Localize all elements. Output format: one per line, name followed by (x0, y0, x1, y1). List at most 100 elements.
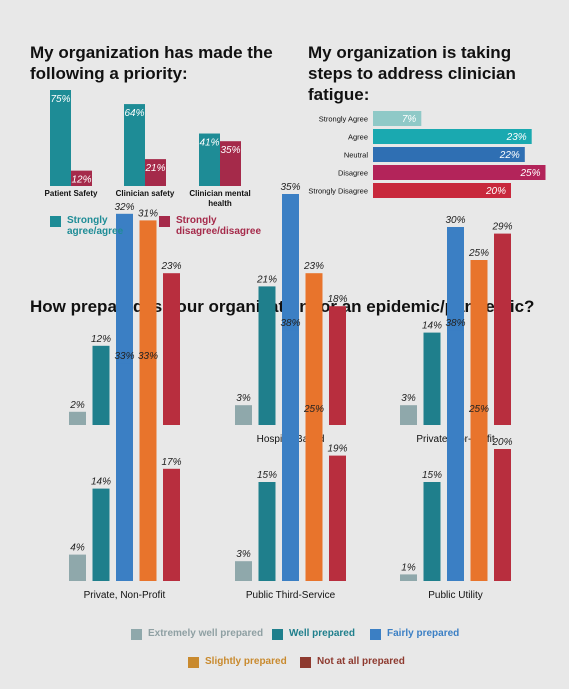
bar (69, 411, 86, 425)
priority-chart-title: My organization has made the following a… (30, 43, 273, 83)
bar (71, 170, 92, 186)
bar-value-label: 29% (491, 222, 512, 233)
legend-item-agree: Strongly agree/agree (50, 215, 140, 237)
bar-value-label: 4% (70, 543, 85, 554)
bar-value-label: 23% (506, 132, 527, 143)
category-label: Clinician mental (189, 189, 250, 198)
bar-value-label: 64% (124, 108, 144, 119)
bar (199, 133, 220, 186)
bar (373, 147, 525, 162)
bar-value-label: 15% (257, 470, 277, 481)
bar-value-label: 3% (401, 393, 416, 404)
bar-value-label: 25% (303, 404, 324, 415)
bar (373, 165, 546, 180)
category-label: Strongly Disagree (308, 187, 368, 196)
bar (220, 141, 241, 186)
bar-value-label: 31% (138, 208, 158, 219)
bar (92, 345, 110, 425)
bar (305, 416, 323, 581)
bar-value-label: 23% (303, 261, 324, 272)
bar (282, 330, 299, 581)
bar-value-label: 25% (468, 248, 489, 259)
bar-value-label: 17% (161, 457, 181, 468)
category-label: Clinician safety (116, 189, 175, 198)
bar (235, 561, 252, 581)
legend-item: Extremely well prepared (131, 628, 263, 640)
legend-item: Slightly prepared (188, 656, 287, 668)
bar (423, 332, 441, 425)
bar (423, 482, 441, 581)
legend-label: Not at all prepared (317, 656, 405, 667)
bar-value-label: 35% (220, 145, 240, 156)
group-label: Public Utility (428, 590, 482, 601)
bar (50, 90, 71, 186)
bar (470, 416, 488, 581)
bar-value-label: 33% (114, 351, 134, 362)
bar (373, 129, 532, 144)
legend-swatch (131, 629, 142, 640)
legend-label: Extremely well prepared (148, 628, 264, 639)
legend-label: Strongly agree/agree (67, 215, 124, 237)
category-label: health (208, 199, 232, 208)
bar (373, 183, 511, 198)
bar (494, 449, 511, 581)
bar-value-label: 32% (114, 202, 134, 213)
legend-swatch (272, 629, 283, 640)
group-label: Private, Non-Profit (84, 590, 166, 601)
bar (400, 405, 417, 425)
legend-swatch (50, 216, 61, 227)
legend-item-disagree: Strongly disagree/disagree (159, 215, 269, 237)
bar-value-label: 3% (236, 393, 251, 404)
bar-value-label: 20% (485, 186, 506, 197)
bar-value-label: 7% (402, 114, 417, 125)
bar-value-label: 22% (499, 150, 520, 161)
bar-value-label: 30% (445, 215, 465, 226)
bar-value-label: 15% (422, 470, 442, 481)
bar (145, 159, 166, 186)
bar-value-label: 21% (256, 274, 277, 285)
legend-label: Strongly disagree/disagree (176, 215, 262, 237)
fatigue-chart-title: My organization is taking steps to addre… (308, 43, 516, 104)
bar-value-label: 19% (327, 444, 347, 455)
category-label: Patient Safety (45, 189, 98, 198)
bar-value-label: 12% (91, 334, 111, 345)
legend-swatch (300, 657, 311, 668)
legend-swatch (159, 216, 170, 227)
legend-item: Fairly prepared (370, 628, 459, 640)
bar-value-label: 35% (280, 182, 300, 193)
bar (494, 233, 511, 425)
bar (116, 363, 133, 581)
bar (69, 554, 86, 581)
bar-value-label: 14% (91, 477, 111, 488)
bar (258, 286, 276, 425)
legend-swatch (188, 657, 199, 668)
bar-value-label: 75% (50, 94, 70, 105)
legend-label: Slightly prepared (205, 656, 287, 667)
bar-value-label: 12% (71, 175, 91, 186)
category-label: Neutral (344, 151, 369, 160)
group-label: Public Third-Service (246, 590, 336, 601)
bar-value-label: 25% (519, 168, 540, 179)
bar (235, 405, 252, 425)
category-label: Agree (348, 133, 368, 142)
bar (163, 273, 180, 425)
bar-value-label: 20% (491, 437, 512, 448)
bar (373, 111, 422, 126)
legend-label: Well prepared (289, 628, 355, 639)
bar-value-label: 14% (422, 321, 442, 332)
bar-value-label: 25% (468, 404, 489, 415)
category-label: Strongly Agree (319, 115, 368, 124)
bar-value-label: 41% (199, 138, 219, 149)
bar-value-label: 3% (236, 549, 251, 560)
bar (470, 260, 488, 425)
bar-value-label: 18% (327, 294, 347, 305)
bar-value-label: 23% (160, 261, 181, 272)
bar-value-label: 38% (445, 318, 465, 329)
bar (124, 104, 145, 186)
category-label: Disagree (338, 169, 368, 178)
bar-value-label: 2% (69, 400, 85, 411)
bar (92, 488, 110, 581)
bar (447, 330, 464, 581)
bar-value-label: 21% (144, 163, 165, 174)
bar (400, 574, 417, 581)
